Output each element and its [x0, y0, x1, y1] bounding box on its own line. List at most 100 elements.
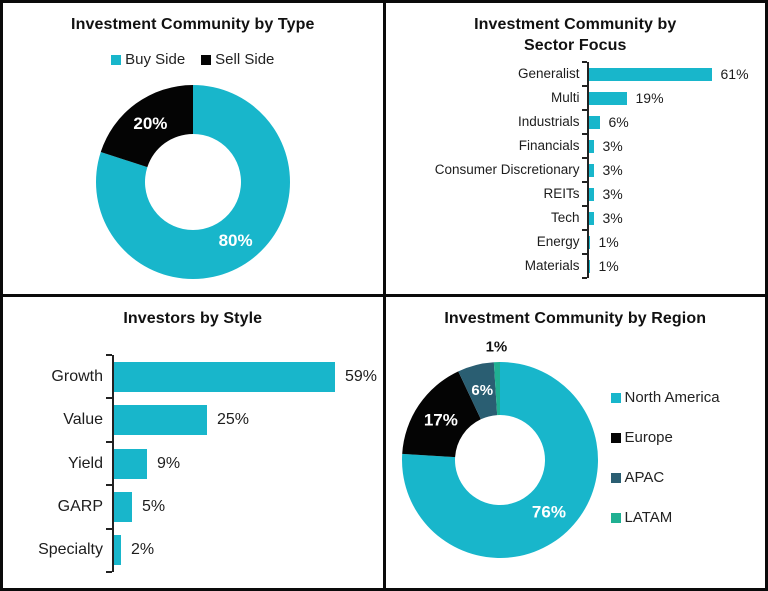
legend-swatch-north-america-icon [610, 392, 621, 403]
donut-data-label-buy-side: 80% [219, 231, 253, 250]
category-label-generalist: Generalist [517, 66, 580, 81]
panel-title-region: Investment Community by Region [444, 310, 707, 327]
bar-energy [587, 235, 590, 249]
bar-multi [587, 91, 627, 105]
legend-label-sell-side: Sell Side [215, 51, 275, 68]
legend-item-sell-side: Sell Side [201, 47, 274, 72]
bar-value [113, 405, 207, 436]
legend-swatch-apac-icon [610, 472, 621, 483]
category-label-value: Value [63, 411, 103, 429]
value-label-reits: 3% [602, 186, 623, 202]
legend-swatch-latam-icon [610, 512, 621, 523]
axis-tick [581, 157, 587, 159]
donut-chart-region: 76% 17% 6% 1% [401, 339, 598, 558]
legend-region: North America Europe APAC LATAM [610, 385, 720, 530]
donut-slice-apac [457, 362, 497, 420]
axis-tick [106, 354, 112, 356]
category-label-industrials: Industrials [517, 114, 580, 129]
bar-consumer-discretionary [587, 163, 594, 177]
donut-slice-europe [401, 371, 481, 458]
axis-tick [581, 253, 587, 255]
category-label-energy: Energy [536, 234, 580, 249]
value-label-generalist: 61% [720, 66, 749, 82]
legend-swatch-europe-icon [610, 432, 621, 443]
panel-title-type: Investment Community by Type [71, 16, 315, 33]
bar-generalist [587, 67, 712, 81]
legend-label-europe: Europe [624, 429, 673, 446]
bar-yield [113, 448, 147, 479]
value-label-garp: 5% [142, 497, 166, 515]
value-label-specialty: 2% [131, 541, 155, 559]
panel-title-style: Investors by Style [123, 310, 263, 327]
value-label-tech: 3% [602, 210, 623, 226]
legend-label-north-america: North America [624, 389, 720, 406]
donut-data-label-apac: 6% [471, 382, 493, 399]
value-label-multi: 19% [635, 90, 664, 106]
category-label-consumer-discretionary: Consumer Discretionary [434, 162, 580, 177]
value-label-energy: 1% [598, 234, 619, 250]
panel-investment-community-by-region: Investment Community by Region North Ame… [385, 297, 765, 588]
bar-tech [587, 211, 594, 225]
panel-investors-by-style: Investors by Style Growth 59% Value 25% Yiel… [3, 297, 383, 588]
legend-swatch-buy-side-icon [111, 54, 122, 65]
axis-tick [581, 205, 587, 207]
legend-label-apac: APAC [624, 469, 665, 486]
axis-tick [106, 484, 112, 487]
value-label-consumer-discretionary: 3% [602, 162, 623, 178]
legend-type: Buy Side Sell Side [3, 47, 383, 72]
category-label-garp: GARP [57, 497, 103, 515]
category-label-multi: Multi [550, 90, 580, 105]
axis-tick [581, 277, 587, 279]
panel-title-sector: Investment Community by Sector Focus [474, 16, 677, 54]
legend-swatch-sell-side-icon [201, 54, 212, 65]
category-label-growth: Growth [51, 367, 103, 385]
category-label-yield: Yield [68, 454, 103, 472]
value-axis [112, 355, 114, 572]
value-label-growth: 59% [345, 367, 378, 385]
bar-growth [113, 361, 335, 392]
donut-slice-north-america [401, 362, 598, 558]
value-label-financials: 3% [602, 138, 623, 154]
bar-specialty [113, 535, 121, 566]
value-axis [586, 62, 589, 278]
donut-data-label-latam: 1% [485, 339, 507, 356]
axis-tick [106, 571, 112, 573]
donut-slice-buy-side [95, 85, 290, 279]
donut-slice-latam [493, 362, 500, 416]
axis-tick [106, 397, 112, 400]
legend-item-apac: APAC [610, 465, 720, 490]
donut-slice-sell-side [100, 85, 193, 168]
donut-data-label-europe: 17% [423, 410, 457, 429]
axis-tick [106, 527, 112, 530]
value-label-yield: 9% [157, 454, 181, 472]
panel-investment-community-by-sector-focus: Investment Community by Sector Focus Gen… [385, 3, 765, 294]
axis-tick [581, 61, 587, 63]
category-label-tech: Tech [550, 210, 580, 225]
legend-item-latam: LATAM [610, 505, 720, 530]
category-label-specialty: Specialty [38, 541, 103, 559]
category-label-financials: Financials [518, 138, 580, 153]
donut-data-label-sell-side: 20% [133, 114, 167, 133]
value-label-materials: 1% [598, 258, 619, 274]
axis-tick [581, 181, 587, 183]
axis-tick [581, 85, 587, 87]
category-label-materials: Materials [524, 258, 580, 273]
axis-tick [581, 229, 587, 231]
bar-financials [587, 139, 594, 153]
category-label-reits: REITs [543, 186, 580, 201]
value-label-industrials: 6% [608, 114, 629, 130]
donut-data-label-north-america: 76% [531, 503, 565, 522]
bar-reits [587, 187, 594, 201]
axis-tick [581, 109, 587, 111]
bar-industrials [587, 115, 600, 129]
bar-materials [587, 259, 590, 273]
legend-item-buy-side: Buy Side [111, 47, 185, 72]
axis-tick [581, 133, 587, 135]
legend-item-europe: Europe [610, 425, 720, 450]
bar-garp [113, 491, 132, 522]
donut-chart-type: 80% 20% [95, 85, 290, 279]
legend-label-buy-side: Buy Side [125, 51, 186, 68]
axis-tick [106, 440, 112, 443]
panel-investment-community-by-type: Investment Community by Type Buy Side Sel… [3, 3, 383, 294]
